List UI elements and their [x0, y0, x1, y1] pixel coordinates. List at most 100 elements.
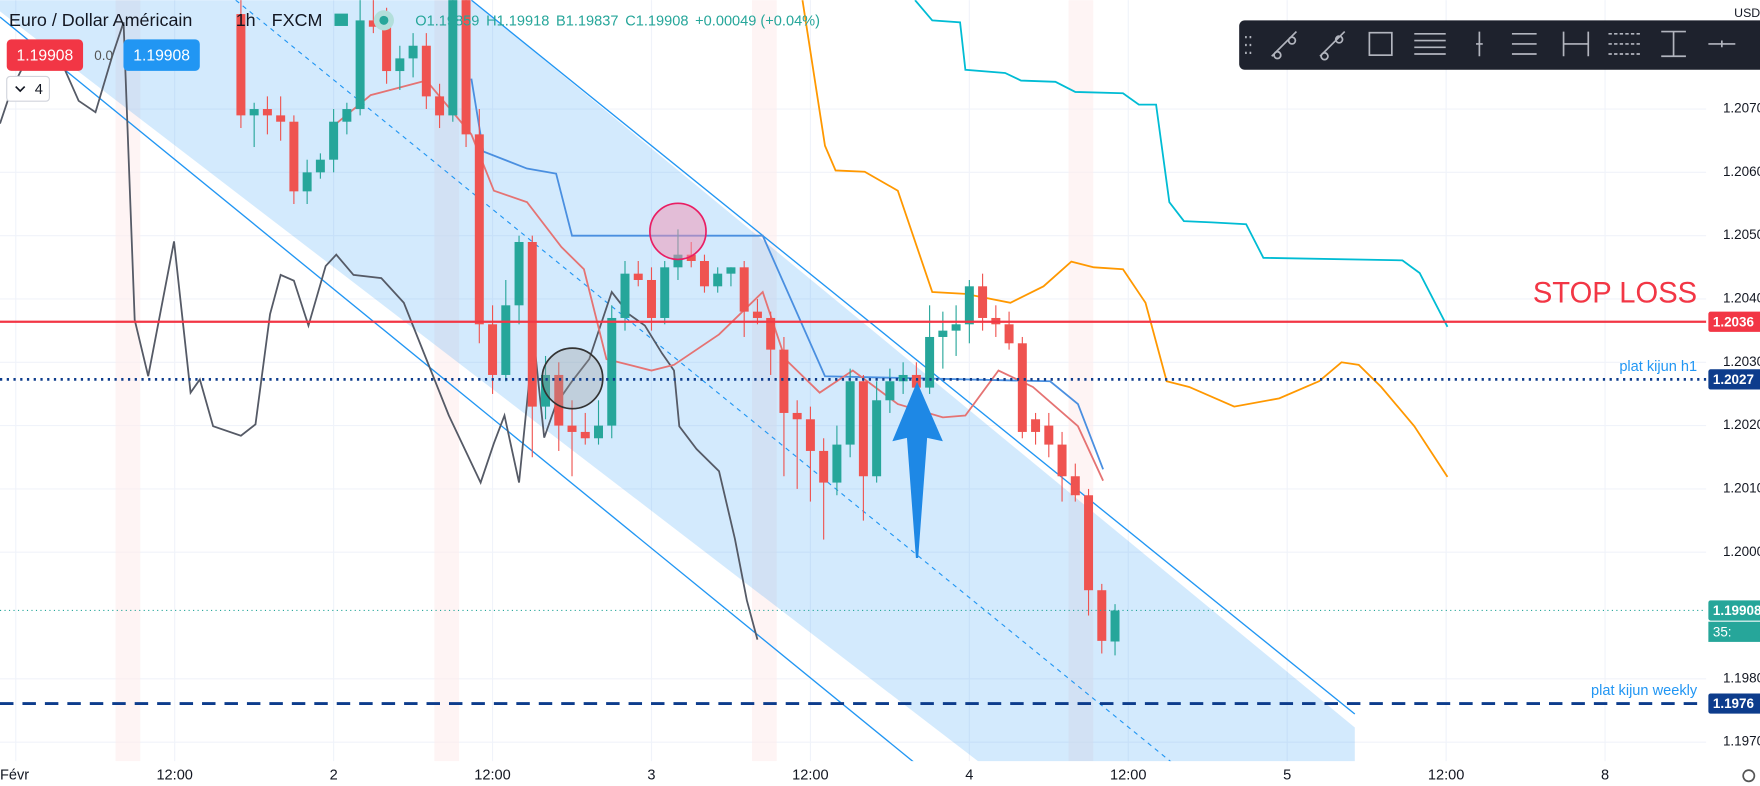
regression-channel [0, 0, 1355, 762]
y-tick-label: 1.2040 [1723, 291, 1760, 306]
indicator-line [335, 79, 1104, 482]
chevron [15, 85, 26, 93]
price-tags: 1.2036 1.2027 1.1976 1.19908 35: [1708, 311, 1760, 714]
candle-body [633, 273, 643, 280]
candle-body [554, 374, 564, 426]
tool-ray[interactable] [1319, 30, 1346, 61]
candle-body [580, 431, 590, 439]
level-label: plat kijun weekly [1591, 683, 1698, 699]
market-flag [334, 13, 348, 26]
ohlc-value: +0.00049 (+0.04%) [695, 13, 820, 29]
candle-body [1097, 590, 1107, 641]
price-tag-label: 1.2036 [1713, 314, 1754, 329]
exchange: FXCM [272, 10, 323, 30]
level-label: plat kijun h1 [1619, 359, 1697, 375]
series [0, 0, 1449, 656]
channel-lower [0, 16, 914, 762]
candle-body [236, 14, 246, 116]
candle-body [872, 400, 882, 477]
price-tag [1708, 600, 1760, 621]
sell-button[interactable] [6, 39, 84, 71]
y-tick-label: 1.2070 [1723, 101, 1760, 116]
candle-body [382, 26, 392, 72]
x-tick-label: 12:00 [1428, 768, 1464, 784]
tool-price-range[interactable] [1661, 30, 1686, 58]
tool-fib[interactable] [1414, 32, 1446, 55]
candle-body [461, 0, 471, 135]
candle-body [368, 20, 378, 27]
candle-body [845, 381, 855, 445]
candle-body [408, 45, 418, 59]
candle-body [342, 109, 352, 122]
channel-mid [235, 0, 1172, 762]
settings-icon[interactable] [1742, 769, 1756, 783]
x-tick-label: 2 [330, 768, 338, 784]
candle-body [646, 279, 656, 318]
candle-body [978, 286, 988, 318]
buy-price[interactable]: 1.19908 [133, 47, 190, 64]
candle-body [594, 425, 603, 439]
candle-body [699, 260, 709, 287]
tool-vline[interactable] [1476, 31, 1483, 57]
tool-hline[interactable] [1708, 40, 1736, 48]
candle-body [752, 311, 762, 318]
tool-range[interactable] [1562, 31, 1590, 57]
candle-body [355, 20, 365, 110]
candle-body [315, 159, 325, 173]
y-tick-label: 1.2020 [1723, 417, 1760, 432]
price-tag-label: 1.19908 [1713, 603, 1760, 618]
arrow [892, 381, 943, 558]
candle-body [779, 349, 789, 413]
candle-body [964, 286, 974, 325]
candle-body [527, 241, 537, 407]
toolbar-bg [1239, 20, 1760, 70]
candle-body [474, 134, 484, 325]
candle-body [1004, 324, 1014, 344]
highlight-circle [649, 202, 707, 261]
x-tick-label: 5 [1283, 768, 1291, 784]
channel-upper [471, 0, 1356, 715]
countdown-tag [1708, 621, 1760, 642]
candle-body [792, 412, 802, 420]
x-tick-label: 3 [647, 768, 655, 784]
candle-body [660, 267, 670, 318]
y-tick-label: 1.2000 [1723, 544, 1760, 559]
candle-body [766, 317, 776, 350]
level-label: STOP LOSS [1533, 278, 1697, 310]
indicator-line [0, 22, 759, 640]
candle-body [1084, 495, 1094, 591]
indicators-toggle[interactable] [6, 75, 50, 102]
axes: 1.20701.20601.20501.20401.20301.20201.20… [0, 101, 1760, 784]
price-tag-label: 1.1976 [1713, 696, 1754, 711]
price-tag-label: 1.2027 [1713, 372, 1754, 387]
candle-body [686, 254, 696, 261]
candle-body [289, 121, 299, 192]
ohlc-value: B1.19837 [556, 13, 618, 29]
drag-handle[interactable] [1245, 36, 1252, 55]
ohlc-value: O1.19859 [415, 13, 479, 29]
candle-body [329, 121, 339, 160]
candle-body [488, 324, 498, 375]
price-tag [1708, 311, 1760, 332]
sell-price[interactable]: 1.19908 [17, 47, 74, 64]
tool-trendline[interactable] [1271, 30, 1298, 60]
tool-rectangle[interactable] [1368, 31, 1393, 56]
candle-body [911, 374, 921, 388]
candle-body [925, 336, 935, 388]
grid [0, 0, 1707, 762]
y-tick-label: 1.1980 [1723, 670, 1760, 685]
ohlc-value: C1.19908 [625, 13, 688, 29]
candle-body [421, 45, 431, 97]
x-tick-label: 12:00 [792, 768, 828, 784]
candle-body [514, 241, 524, 306]
candle-body [620, 273, 630, 318]
x-tick-label: 12:00 [474, 768, 510, 784]
candle-body [1044, 425, 1054, 445]
candle-body [1031, 419, 1041, 432]
x-tick-label: 8 [1601, 768, 1609, 784]
buy-button[interactable] [123, 39, 200, 71]
tool-parallel[interactable] [1511, 32, 1537, 55]
symbol: Euro / Dollar Américain [9, 10, 192, 30]
candle-body [1070, 476, 1080, 496]
